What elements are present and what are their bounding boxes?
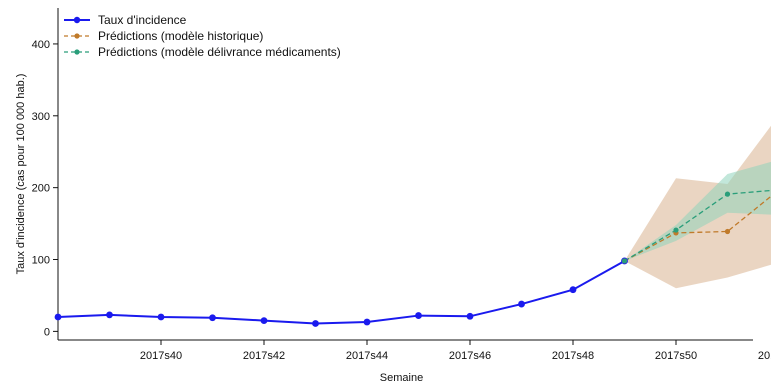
- x-tick-label: 2017s44: [346, 350, 388, 362]
- y-axis-title: Taux d'incidence (cas pour 100 000 hab.): [15, 74, 27, 275]
- data-point: [466, 312, 474, 320]
- y-tick-label: 200: [32, 183, 50, 195]
- data-point: [673, 227, 679, 233]
- x-tick-label: 2017s48: [552, 350, 594, 362]
- legend-marker: [73, 16, 81, 24]
- legend-marker: [74, 33, 80, 39]
- series-lines: [57, 189, 771, 325]
- data-point: [312, 320, 319, 327]
- data-point: [54, 313, 62, 321]
- legend-marker: [74, 49, 80, 55]
- data-point: [106, 311, 113, 319]
- data-point: [260, 317, 268, 324]
- y-tick-label: 0: [44, 326, 50, 338]
- data-point: [724, 191, 731, 197]
- legend-label: Prédictions (modèle historique): [98, 29, 263, 43]
- data-point: [363, 318, 371, 326]
- data-point: [518, 300, 525, 308]
- data-point: [209, 314, 216, 322]
- legend: Taux d'incidence Prédictions (modèle hist…: [64, 13, 341, 59]
- x-axis-title: Semaine: [380, 372, 423, 384]
- y-tick-label: 100: [32, 255, 50, 267]
- series-line: [624, 189, 771, 262]
- series-line: [624, 195, 771, 262]
- data-point: [621, 258, 628, 264]
- data-point: [157, 313, 165, 321]
- series-line: [57, 260, 625, 325]
- data-point: [724, 228, 731, 235]
- data-point: [569, 286, 577, 294]
- y-tick-label: 400: [32, 39, 50, 51]
- confidence-bands: [624, 125, 771, 289]
- y-tick-label: 300: [32, 111, 50, 123]
- x-ticks: 2017s40 2017s42 2017s44 2017s46 2017s48 2017s…: [140, 340, 771, 362]
- y-ticks: 0 100 200 300 400: [32, 39, 58, 338]
- series-points: [54, 191, 731, 327]
- data-point: [415, 312, 422, 319]
- confidence-band: [624, 161, 771, 261]
- x-tick-label: 2017s46: [449, 350, 491, 362]
- x-tick-label: 2017s52: [758, 350, 771, 362]
- x-tick-label: 2017s50: [655, 350, 697, 362]
- legend-label: Prédictions (modèle délivrance médicamen…: [98, 45, 341, 59]
- x-tick-label: 2017s40: [140, 350, 182, 362]
- legend-label: Taux d'incidence: [98, 13, 187, 27]
- x-tick-label: 2017s42: [243, 350, 285, 362]
